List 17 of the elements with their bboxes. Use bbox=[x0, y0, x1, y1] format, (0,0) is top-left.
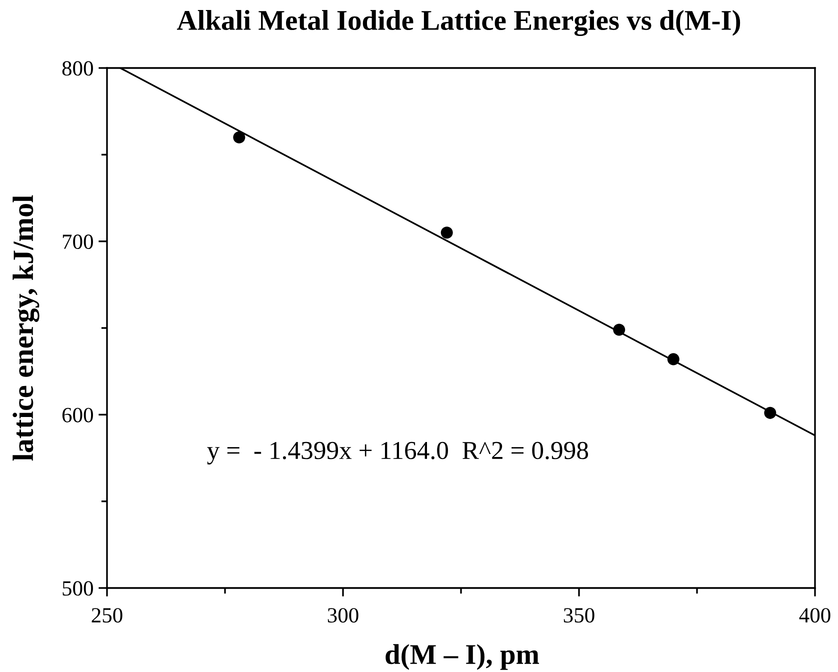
y-tick-label: 600 bbox=[62, 408, 93, 422]
chart-title: Alkali Metal Iodide Lattice Energies vs d(M-I) bbox=[176, 10, 740, 36]
x-tick-label: 400 bbox=[799, 608, 830, 623]
x-tick-label: 350 bbox=[564, 608, 594, 623]
y-tick-label: 500 bbox=[62, 581, 93, 596]
point bbox=[764, 406, 776, 419]
point bbox=[613, 324, 626, 336]
y-tick-label: 700 bbox=[62, 234, 93, 250]
y-axis-title: lattice energy, kJ/mol bbox=[12, 195, 40, 461]
x-tick-label: 300 bbox=[328, 608, 358, 623]
point bbox=[233, 131, 246, 144]
annotation: y = - 1.4399x + 1164.0 R^2 = 0.998 bbox=[207, 442, 588, 464]
point bbox=[667, 353, 680, 366]
y-tick-label: 800 bbox=[62, 61, 93, 76]
x-tick-label: 250 bbox=[92, 608, 122, 623]
point bbox=[440, 226, 453, 239]
x-axis-title: d(M – I), pm bbox=[386, 644, 540, 670]
